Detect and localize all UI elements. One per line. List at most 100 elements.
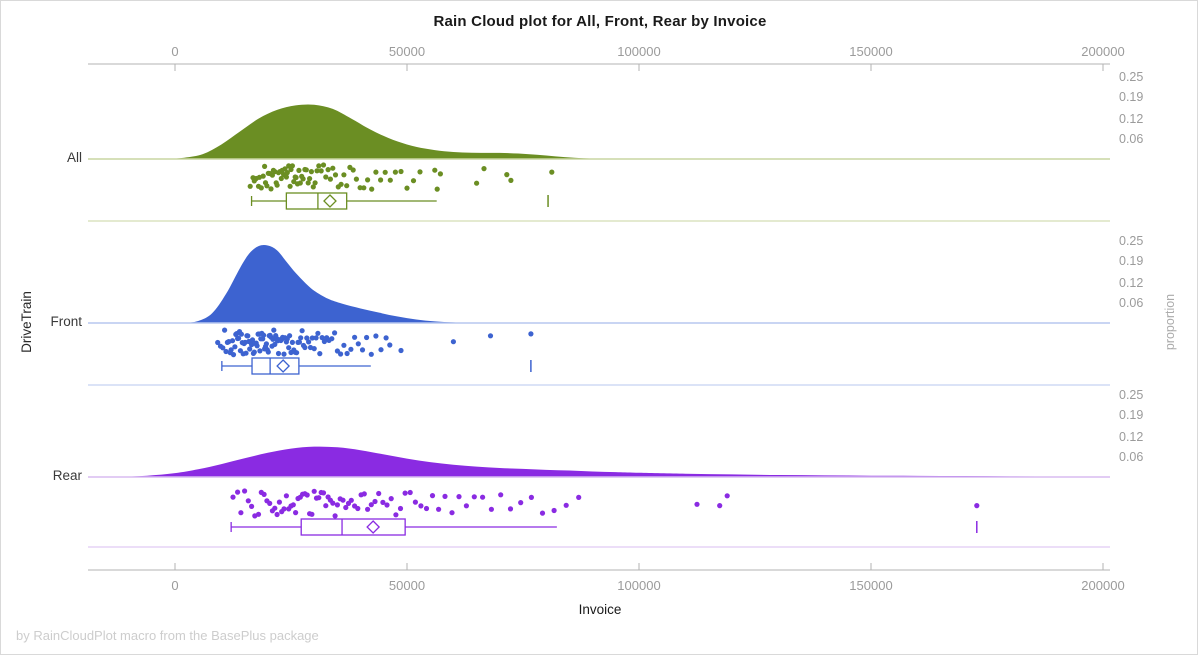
rain-point-rear	[245, 498, 251, 504]
rain-point-rear	[393, 512, 399, 518]
rain-point-rear	[255, 511, 262, 517]
rain-point-rear	[283, 493, 289, 499]
rain-point-front	[232, 344, 238, 350]
rain-point-front	[286, 345, 292, 351]
rain-point-all	[284, 170, 290, 176]
rain-point-all	[305, 180, 311, 186]
rain-point-front	[230, 352, 237, 358]
rain-point-rear	[412, 499, 418, 505]
box-all	[285, 192, 348, 210]
rain-point-front	[319, 335, 325, 341]
rain-point-front	[352, 334, 358, 340]
rain-point-all	[357, 185, 363, 191]
rain-point-front	[245, 333, 251, 339]
rain-point-all	[289, 163, 295, 169]
rain-point-front	[348, 346, 354, 352]
rain-point-all	[314, 168, 320, 174]
rain-point-rear	[323, 503, 329, 509]
rain-point-front	[298, 335, 304, 341]
proportion-tick-label: 0.25	[1119, 70, 1144, 85]
proportion-tick-label: 0.06	[1119, 295, 1144, 310]
rain-point-rear	[365, 506, 371, 512]
rain-point-all	[262, 163, 268, 169]
rain-point-all	[432, 167, 438, 173]
proportion-axis-label: proportion	[1163, 293, 1177, 351]
rain-point-rear	[480, 494, 486, 500]
rain-point-front	[247, 346, 253, 352]
rain-point-all	[404, 185, 410, 191]
rain-point-rear	[397, 505, 404, 512]
rain-point-front	[338, 351, 344, 357]
rain-point-all	[258, 185, 264, 191]
rain-point-all	[283, 174, 289, 180]
rain-point-all	[320, 162, 327, 168]
rain-point-all	[382, 169, 388, 175]
rain-point-front	[263, 341, 269, 347]
mean-diamond-rear	[366, 520, 381, 534]
rain-point-all	[268, 186, 274, 192]
rain-point-front	[257, 348, 263, 354]
proportion-tick-label: 0.19	[1119, 407, 1144, 422]
rain-point-all	[341, 172, 347, 178]
rain-point-all	[297, 180, 303, 186]
rain-point-front	[272, 341, 278, 347]
x-tick-label-bottom: 0	[171, 578, 179, 593]
category-label-all: All	[66, 150, 82, 165]
rain-point-rear	[355, 505, 361, 512]
rain-point-rear	[376, 490, 382, 497]
rain-point-front	[287, 333, 293, 339]
rain-point-front	[249, 337, 256, 343]
rain-point-front	[229, 338, 236, 344]
rain-point-rear	[576, 494, 582, 500]
proportion-tick-label: 0.12	[1119, 112, 1144, 127]
rain-point-all	[504, 172, 510, 178]
rain-point-all	[392, 169, 398, 175]
rain-point-front	[321, 338, 327, 345]
rain-point-all	[323, 174, 329, 180]
rain-point-front	[387, 342, 393, 348]
rain-point-rear	[267, 500, 273, 506]
rain-point-rear	[249, 503, 255, 509]
rain-point-front	[236, 335, 242, 341]
rain-point-all	[264, 183, 270, 189]
rain-point-rear	[402, 490, 408, 496]
rain-point-rear	[334, 502, 340, 508]
rain-point-all	[316, 163, 322, 169]
rain-point-all	[369, 186, 375, 192]
rain-point-rear	[528, 494, 535, 500]
rain-point-all	[361, 185, 367, 191]
proportion-tick-label: 0.19	[1119, 253, 1144, 268]
rain-point-front	[254, 343, 260, 349]
rain-point-rear	[230, 494, 236, 500]
rain-point-front	[373, 333, 379, 339]
rain-point-all	[398, 168, 404, 175]
rain-point-all	[338, 181, 344, 187]
rain-point-rear	[281, 506, 287, 512]
rain-point-front	[341, 342, 347, 348]
rain-point-rear	[717, 503, 723, 509]
rain-point-all	[373, 169, 379, 175]
rain-point-rear	[442, 493, 448, 499]
rain-point-front	[368, 351, 374, 357]
proportion-tick-label: 0.19	[1119, 89, 1144, 104]
x-tick-label-top: 50000	[388, 44, 426, 59]
rain-point-front	[306, 339, 312, 345]
rain-point-front	[344, 350, 350, 357]
rain-point-front	[222, 327, 228, 333]
rain-point-all	[247, 183, 253, 189]
rain-point-all	[327, 176, 333, 182]
rain-point-rear	[343, 504, 349, 511]
density-cloud-front	[184, 245, 472, 323]
rain-point-rear	[332, 513, 338, 519]
rain-point-front	[378, 347, 384, 353]
rain-point-all	[300, 176, 306, 182]
rain-point-rear	[456, 494, 462, 500]
rain-point-rear	[304, 492, 310, 498]
chart-title: Rain Cloud plot for All, Front, Rear by …	[433, 13, 767, 30]
rain-point-front	[228, 347, 234, 353]
rain-point-rear	[235, 489, 241, 495]
rain-point-all	[287, 183, 293, 189]
rain-point-all	[293, 174, 299, 181]
rain-point-rear	[276, 499, 282, 505]
rain-point-all	[332, 172, 339, 178]
